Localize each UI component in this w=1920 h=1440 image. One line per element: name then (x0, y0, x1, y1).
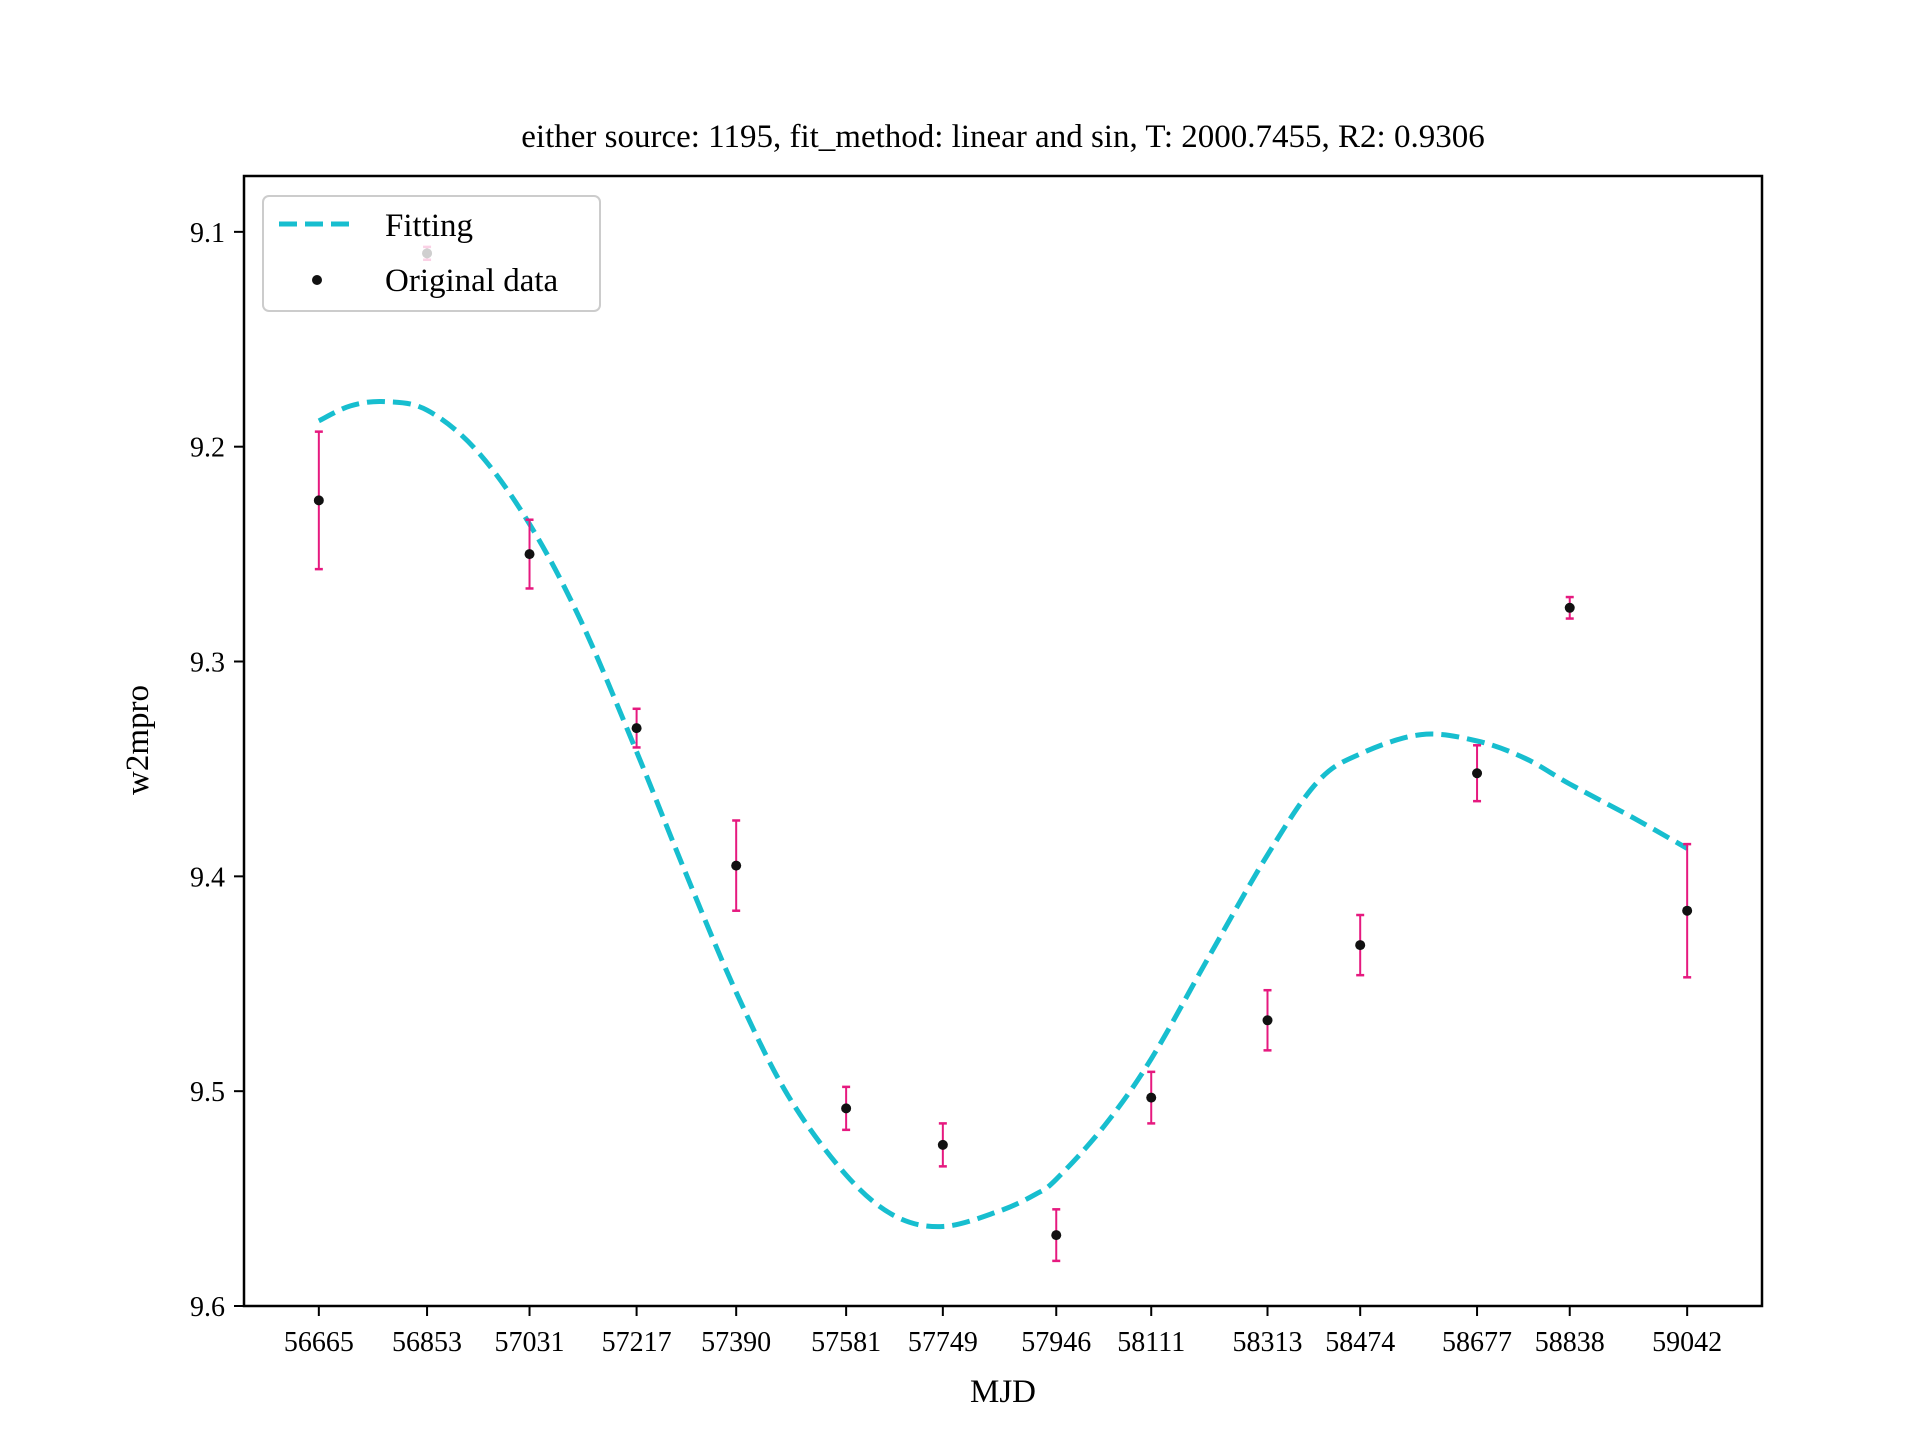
x-axis-label: MJD (970, 1374, 1036, 1410)
fit-layer (317, 398, 1689, 1230)
legend-points-swatch (312, 275, 322, 285)
points-layer (313, 245, 1693, 1263)
data-point-group (313, 430, 324, 571)
data-point (631, 723, 642, 734)
x-tick-label: 58677 (1442, 1327, 1512, 1358)
data-point-group (1355, 913, 1366, 977)
data-point (731, 860, 742, 871)
y-tick-label: 9.5 (190, 1077, 225, 1108)
legend-points-label: Original data (385, 263, 559, 299)
x-tick-label: 57581 (811, 1327, 881, 1358)
plot-frame (242, 174, 1764, 1308)
data-point-group (524, 518, 535, 590)
data-point-group (1146, 1070, 1157, 1125)
x-tick-label: 57946 (1021, 1327, 1091, 1358)
x-tick-label: 56665 (284, 1327, 354, 1358)
y-tick-label: 9.4 (190, 862, 225, 893)
data-point (841, 1103, 852, 1114)
data-point-group (1472, 744, 1483, 803)
x-tick-label: 58474 (1325, 1327, 1395, 1358)
x-tick-label: 59042 (1652, 1327, 1722, 1358)
x-tick-label: 57217 (602, 1327, 672, 1358)
data-point-group (1051, 1208, 1062, 1263)
x-tick-label: 57390 (701, 1327, 771, 1358)
x-tick-label: 58313 (1233, 1327, 1303, 1358)
data-point (1355, 940, 1366, 951)
data-point-group (1682, 842, 1693, 979)
x-tick-label: 57031 (495, 1327, 565, 1358)
data-point-group (731, 819, 742, 912)
y-tick-label: 9.1 (190, 218, 225, 249)
data-point-group (1564, 595, 1575, 620)
data-point-group (841, 1085, 852, 1132)
data-point (524, 549, 535, 560)
data-point (1051, 1230, 1062, 1241)
data-point (1564, 602, 1575, 613)
data-point (313, 495, 324, 506)
data-point (937, 1139, 948, 1150)
y-tick-label: 9.3 (190, 648, 225, 679)
legend: Fitting Original data (262, 195, 601, 312)
x-tick-label: 56853 (392, 1327, 462, 1358)
data-point-group (937, 1122, 948, 1168)
data-point (1262, 1015, 1273, 1026)
y-tick-label: 9.6 (190, 1292, 225, 1323)
fit-curve (317, 398, 1689, 1230)
legend-fit-label: Fitting (385, 208, 473, 244)
x-tick-label: 58111 (1117, 1327, 1185, 1358)
data-point-group (1262, 988, 1273, 1052)
y-tick-label: 9.2 (190, 433, 225, 464)
data-point (1682, 905, 1693, 916)
data-point-group (631, 707, 642, 749)
x-tick-label: 58838 (1535, 1327, 1605, 1358)
chart-title: either source: 1195, fit_method: linear … (521, 119, 1484, 155)
data-point (1146, 1092, 1157, 1103)
data-point (1472, 768, 1483, 779)
x-tick-label: 57749 (908, 1327, 978, 1358)
ticks-layer: 56665 56853 57031 57217 57390 57581 57749 57946… (190, 218, 1722, 1358)
y-axis-label: w2mpro (120, 685, 156, 795)
